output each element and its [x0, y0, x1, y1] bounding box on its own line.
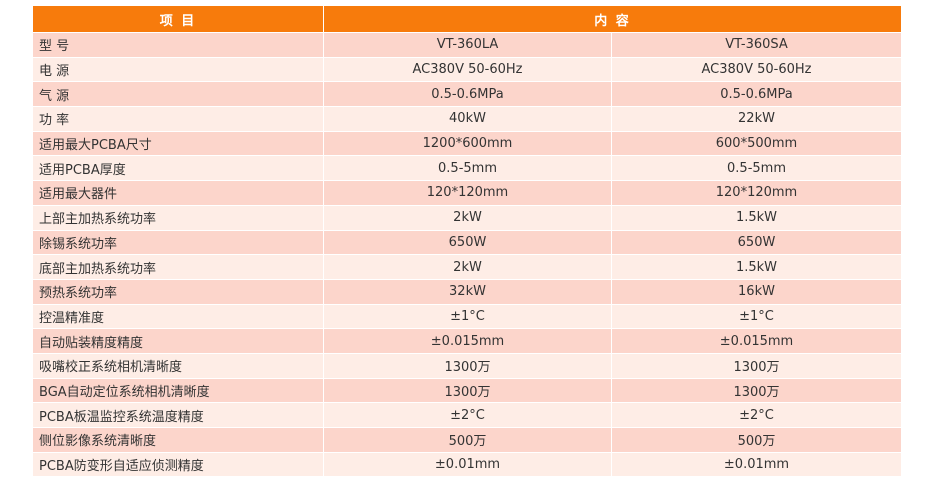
value-vt-360la: 0.5-0.6MPa [323, 81, 612, 108]
spec-table: 项 目 内 容 型 号 VT-360LA VT-360SA 电 源 AC380V 50-… [32, 5, 902, 478]
value-vt-360sa: 650W [611, 229, 902, 256]
value-vt-360la: 32kW [323, 278, 612, 305]
table-row: 电 源 AC380V 50-60Hz AC380V 50-60Hz [32, 56, 902, 83]
table-header: 项 目 内 容 [32, 5, 902, 33]
spec-name: 自动贴装精度精度 [32, 328, 324, 354]
spec-name: 侧位影像系统清晰度 [32, 427, 324, 453]
table-row: 底部主加热系统功率 2kW 1.5kW [32, 254, 902, 280]
table-row: 适用最大PCBA尺寸 1200*600mm 600*500mm [32, 130, 902, 157]
value-vt-360sa: 22kW [611, 106, 902, 132]
value-vt-360sa: ±1°C [611, 303, 902, 330]
spec-name: BGA自动定位系统相机清晰度 [32, 377, 324, 404]
table-row: 气 源 0.5-0.6MPa 0.5-0.6MPa [32, 81, 902, 108]
value-vt-360sa: 16kW [611, 278, 902, 305]
table-row: 型 号 VT-360LA VT-360SA [32, 32, 902, 58]
table-row: 侧位影像系统清晰度 500万 500万 [32, 427, 902, 453]
value-vt-360la: 2kW [323, 254, 612, 280]
table-row: 上部主加热系统功率 2kW 1.5kW [32, 204, 902, 231]
value-vt-360la: ±0.01mm [323, 451, 612, 478]
table-row: PCBA防变形自适应侦测精度 ±0.01mm ±0.01mm [32, 451, 902, 478]
value-vt-360la: ±1°C [323, 303, 612, 330]
table-row: 吸嘴校正系统相机清晰度 1300万 1300万 [32, 352, 902, 379]
table-row: PCBA板温监控系统温度精度 ±2°C ±2°C [32, 402, 902, 428]
spec-name: 除锡系统功率 [32, 229, 324, 256]
value-vt-360la: AC380V 50-60Hz [323, 56, 612, 83]
spec-name: 控温精准度 [32, 303, 324, 330]
header-item: 项 目 [32, 5, 324, 33]
table-row: 适用PCBA厚度 0.5-5mm 0.5-5mm [32, 155, 902, 182]
value-vt-360sa: 600*500mm [611, 130, 902, 157]
table-row: 除锡系统功率 650W 650W [32, 229, 902, 256]
table-row: 控温精准度 ±1°C ±1°C [32, 303, 902, 330]
table-row: 功 率 40kW 22kW [32, 106, 902, 132]
value-vt-360la: 40kW [323, 106, 612, 132]
table-body: 型 号 VT-360LA VT-360SA 电 源 AC380V 50-60Hz AC38… [32, 32, 902, 478]
value-vt-360sa: 120*120mm [611, 180, 902, 206]
value-vt-360sa: 1.5kW [611, 204, 902, 231]
value-vt-360la: 1300万 [323, 352, 612, 379]
value-vt-360sa: VT-360SA [611, 32, 902, 58]
spec-name: PCBA板温监控系统温度精度 [32, 402, 324, 428]
value-vt-360sa: 500万 [611, 427, 902, 453]
spec-name: 适用最大器件 [32, 180, 324, 206]
spec-name: 型 号 [32, 32, 324, 58]
value-vt-360sa: 1300万 [611, 352, 902, 379]
spec-name: 电 源 [32, 56, 324, 83]
value-vt-360la: 2kW [323, 204, 612, 231]
spec-name: 气 源 [32, 81, 324, 108]
value-vt-360sa: 0.5-0.6MPa [611, 81, 902, 108]
value-vt-360sa: 0.5-5mm [611, 155, 902, 182]
value-vt-360la: 0.5-5mm [323, 155, 612, 182]
spec-name: PCBA防变形自适应侦测精度 [32, 451, 324, 478]
value-vt-360la: ±2°C [323, 402, 612, 428]
value-vt-360sa: ±2°C [611, 402, 902, 428]
spec-name: 适用PCBA厚度 [32, 155, 324, 182]
value-vt-360la: ±0.015mm [323, 328, 612, 354]
spec-name: 功 率 [32, 106, 324, 132]
spec-name: 适用最大PCBA尺寸 [32, 130, 324, 157]
value-vt-360la: VT-360LA [323, 32, 612, 58]
value-vt-360sa: ±0.01mm [611, 451, 902, 478]
spec-name: 底部主加热系统功率 [32, 254, 324, 280]
spec-name: 上部主加热系统功率 [32, 204, 324, 231]
value-vt-360sa: 1300万 [611, 377, 902, 404]
value-vt-360la: 500万 [323, 427, 612, 453]
value-vt-360la: 120*120mm [323, 180, 612, 206]
header-content: 内 容 [323, 5, 902, 33]
table-row: 自动贴装精度精度 ±0.015mm ±0.015mm [32, 328, 902, 354]
value-vt-360sa: AC380V 50-60Hz [611, 56, 902, 83]
value-vt-360la: 1200*600mm [323, 130, 612, 157]
table-row: BGA自动定位系统相机清晰度 1300万 1300万 [32, 377, 902, 404]
value-vt-360sa: ±0.015mm [611, 328, 902, 354]
spec-name: 预热系统功率 [32, 278, 324, 305]
spec-name: 吸嘴校正系统相机清晰度 [32, 352, 324, 379]
table-row: 适用最大器件 120*120mm 120*120mm [32, 180, 902, 206]
value-vt-360la: 1300万 [323, 377, 612, 404]
table-row: 预热系统功率 32kW 16kW [32, 278, 902, 305]
value-vt-360sa: 1.5kW [611, 254, 902, 280]
value-vt-360la: 650W [323, 229, 612, 256]
